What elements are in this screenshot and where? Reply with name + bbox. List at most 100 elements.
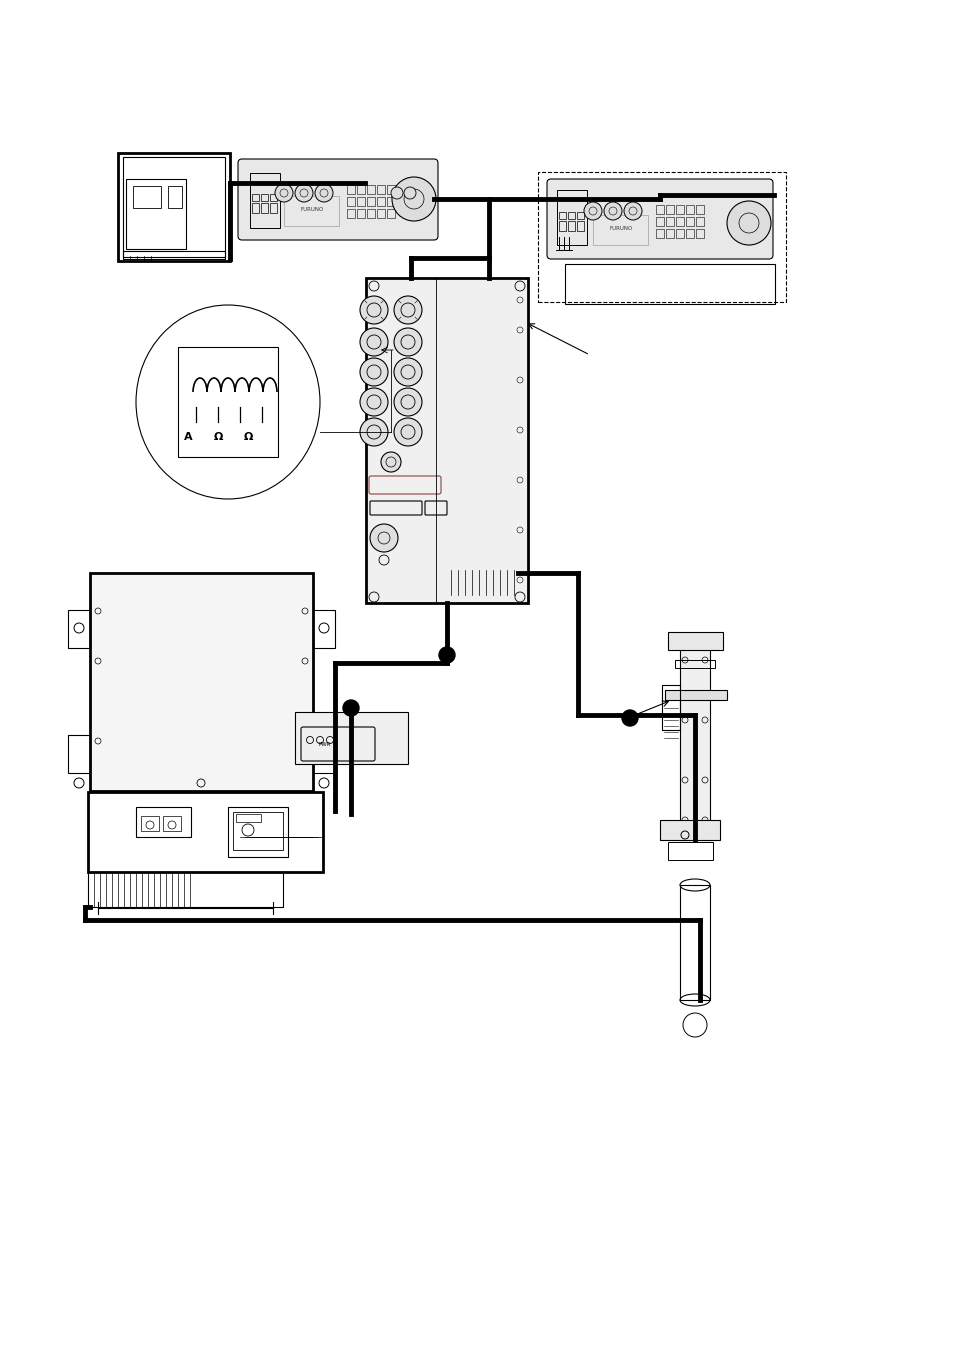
Bar bbox=[141, 816, 159, 831]
Bar bbox=[577, 222, 583, 231]
Bar bbox=[676, 230, 683, 238]
Bar bbox=[376, 209, 385, 218]
Bar bbox=[679, 640, 709, 840]
Text: PWR: PWR bbox=[318, 742, 331, 747]
Circle shape bbox=[603, 203, 621, 220]
Bar bbox=[294, 712, 408, 765]
Bar bbox=[387, 197, 395, 205]
Circle shape bbox=[359, 296, 388, 324]
Circle shape bbox=[359, 328, 388, 357]
Bar bbox=[577, 212, 583, 219]
Bar bbox=[233, 812, 283, 850]
Bar bbox=[696, 205, 703, 213]
Bar bbox=[665, 230, 673, 238]
Bar bbox=[656, 230, 663, 238]
Bar bbox=[270, 203, 276, 213]
Bar bbox=[593, 215, 647, 245]
Bar bbox=[696, 230, 703, 238]
Circle shape bbox=[359, 358, 388, 386]
Circle shape bbox=[392, 177, 436, 222]
Bar bbox=[558, 212, 565, 219]
Circle shape bbox=[294, 184, 313, 203]
Bar bbox=[675, 661, 714, 667]
Bar bbox=[557, 190, 586, 245]
Circle shape bbox=[394, 417, 421, 446]
Bar bbox=[356, 197, 365, 205]
Bar bbox=[356, 209, 365, 218]
Circle shape bbox=[623, 203, 641, 220]
Bar bbox=[347, 197, 355, 205]
Circle shape bbox=[403, 186, 416, 199]
Bar bbox=[163, 816, 181, 831]
Circle shape bbox=[394, 388, 421, 416]
Bar bbox=[387, 209, 395, 218]
Bar bbox=[88, 871, 283, 907]
Bar bbox=[270, 195, 276, 201]
Bar bbox=[661, 685, 679, 730]
Bar bbox=[88, 792, 323, 871]
Bar bbox=[178, 347, 277, 457]
Bar bbox=[567, 222, 575, 231]
FancyBboxPatch shape bbox=[237, 159, 437, 240]
Bar bbox=[665, 205, 673, 213]
Bar bbox=[126, 178, 186, 249]
Bar bbox=[261, 203, 268, 213]
Bar bbox=[685, 205, 693, 213]
Circle shape bbox=[274, 184, 293, 203]
Text: Ω: Ω bbox=[213, 432, 222, 442]
Bar bbox=[685, 218, 693, 226]
Bar bbox=[118, 153, 230, 261]
Bar bbox=[252, 195, 258, 201]
Bar bbox=[659, 820, 720, 840]
Bar bbox=[685, 230, 693, 238]
Text: A: A bbox=[184, 432, 193, 442]
Circle shape bbox=[314, 184, 333, 203]
Bar bbox=[567, 212, 575, 219]
Bar bbox=[679, 885, 709, 1000]
Text: Ω: Ω bbox=[243, 432, 253, 442]
Bar bbox=[376, 197, 385, 205]
Bar bbox=[228, 807, 288, 857]
Bar bbox=[664, 690, 726, 700]
Bar bbox=[387, 185, 395, 195]
Circle shape bbox=[343, 700, 358, 716]
Bar bbox=[123, 251, 225, 259]
Bar bbox=[261, 195, 268, 201]
Circle shape bbox=[359, 388, 388, 416]
Bar bbox=[656, 218, 663, 226]
Bar bbox=[68, 611, 90, 648]
Bar bbox=[252, 203, 258, 213]
Bar bbox=[68, 735, 90, 773]
Bar bbox=[347, 209, 355, 218]
Bar bbox=[366, 278, 527, 603]
Bar bbox=[313, 611, 335, 648]
Bar bbox=[667, 632, 722, 650]
Bar bbox=[558, 222, 565, 231]
Circle shape bbox=[359, 417, 388, 446]
Bar bbox=[564, 263, 774, 304]
Bar bbox=[376, 185, 385, 195]
Circle shape bbox=[621, 711, 638, 725]
Circle shape bbox=[391, 186, 402, 199]
Circle shape bbox=[370, 524, 397, 553]
Circle shape bbox=[726, 201, 770, 245]
Text: FURUNO: FURUNO bbox=[609, 226, 632, 231]
Bar bbox=[676, 205, 683, 213]
Bar bbox=[90, 573, 313, 790]
Bar bbox=[667, 842, 712, 861]
Circle shape bbox=[583, 203, 601, 220]
Bar bbox=[123, 157, 225, 257]
Circle shape bbox=[394, 328, 421, 357]
Bar bbox=[665, 218, 673, 226]
Bar bbox=[367, 185, 375, 195]
Bar bbox=[537, 172, 785, 303]
Bar bbox=[235, 815, 261, 821]
Bar bbox=[696, 218, 703, 226]
Bar bbox=[656, 205, 663, 213]
Circle shape bbox=[394, 296, 421, 324]
Circle shape bbox=[394, 358, 421, 386]
Bar bbox=[347, 185, 355, 195]
Bar bbox=[356, 185, 365, 195]
Bar bbox=[284, 196, 338, 226]
Text: FURUNO: FURUNO bbox=[300, 207, 323, 212]
